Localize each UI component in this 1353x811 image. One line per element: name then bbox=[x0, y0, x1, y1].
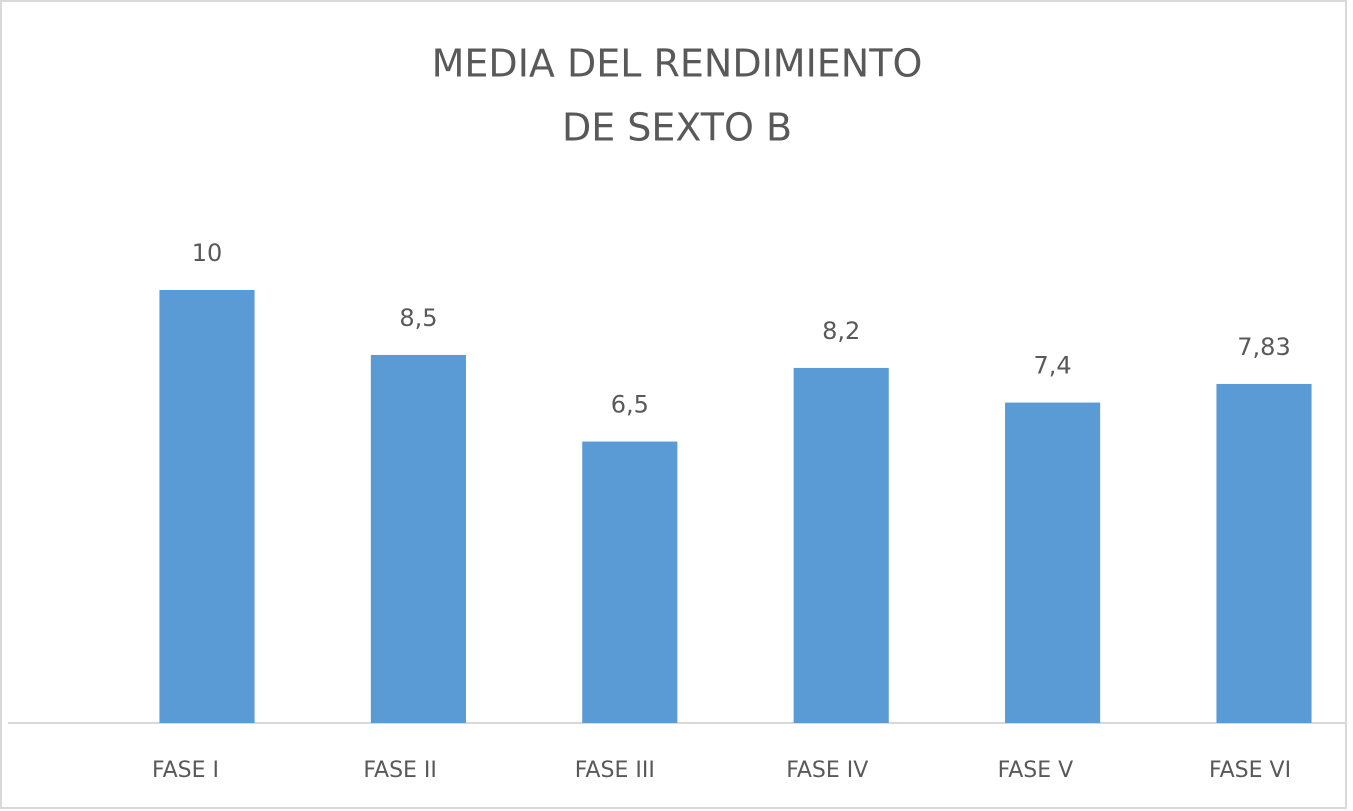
chart-title: MEDIA DEL RENDIMIENTO bbox=[432, 42, 923, 86]
bar bbox=[1216, 383, 1312, 723]
bar bbox=[159, 290, 255, 723]
data-label: 8,5 bbox=[399, 304, 437, 332]
x-tick-label: FASE VI bbox=[1209, 758, 1291, 783]
data-label: 8,2 bbox=[822, 317, 860, 345]
x-tick-label: FASE II bbox=[363, 758, 437, 783]
data-label: 6,5 bbox=[611, 391, 649, 419]
bar bbox=[582, 441, 678, 723]
data-label: 10 bbox=[192, 239, 223, 267]
x-tick-label: FASE V bbox=[998, 758, 1074, 783]
data-label: 7,4 bbox=[1034, 352, 1072, 380]
x-tick-label: FASE IV bbox=[786, 758, 868, 783]
x-tick-label: FASE III bbox=[575, 758, 655, 783]
data-label: 7,83 bbox=[1237, 333, 1290, 361]
x-tick-label: FASE I bbox=[152, 758, 219, 783]
chart-title: DE SEXTO B bbox=[562, 106, 792, 150]
bar bbox=[1005, 402, 1101, 723]
bar bbox=[793, 367, 889, 723]
bar bbox=[370, 354, 466, 723]
